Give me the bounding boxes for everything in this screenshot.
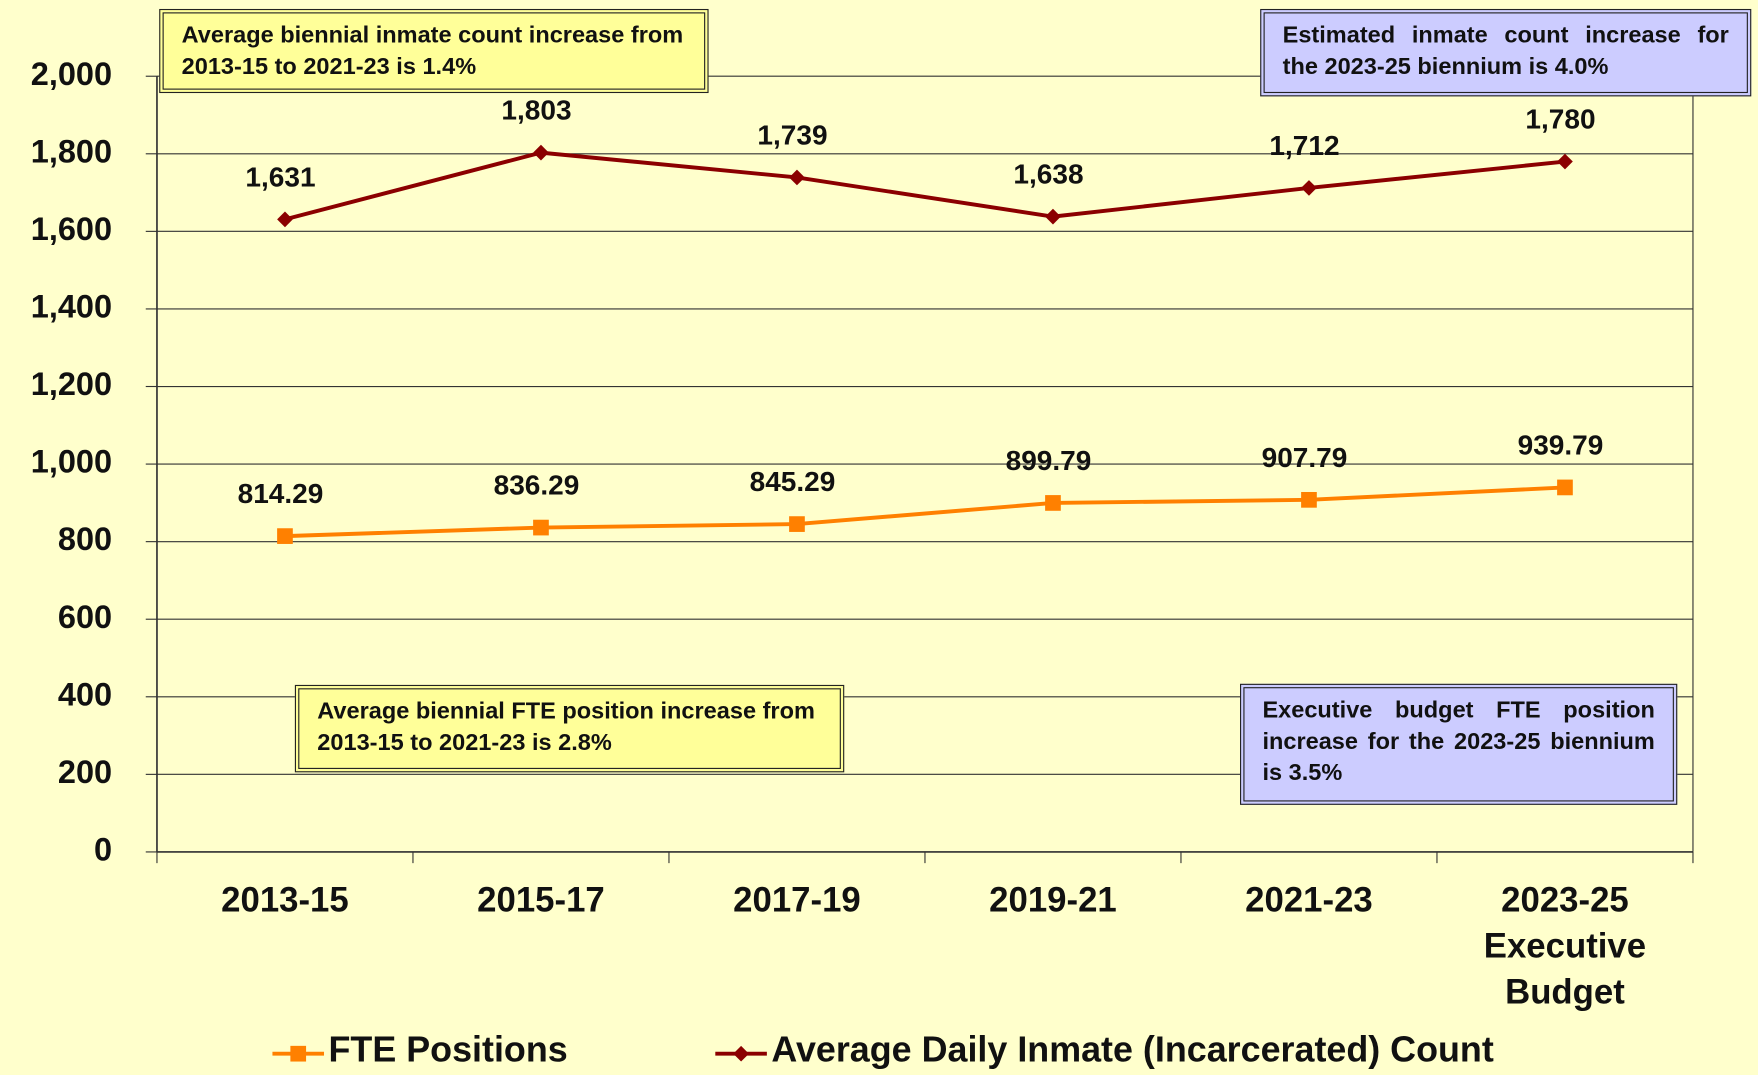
marker — [533, 519, 549, 536]
x-tick-label: 2013-15 — [221, 879, 349, 920]
y-tick-label: 400 — [58, 676, 112, 712]
x-tick-label: 2023-25 Executive Budget — [1483, 879, 1647, 1012]
marker — [789, 169, 805, 186]
data-label: 836.29 — [494, 470, 580, 501]
y-tick-label: 1,800 — [31, 133, 112, 169]
data-label: 907.79 — [1262, 442, 1348, 473]
annotation: Average biennial FTE position increase f… — [294, 684, 845, 773]
marker — [1557, 153, 1573, 170]
x-tick-label: 2019-21 — [989, 879, 1117, 920]
data-label: 1,803 — [501, 95, 571, 126]
marker — [789, 516, 805, 532]
data-label: 1,780 — [1525, 104, 1595, 135]
y-tick-label: 200 — [58, 754, 112, 790]
y-tick-label: 1,400 — [31, 289, 112, 325]
y-tick-label: 800 — [58, 521, 112, 557]
annotation: Estimated inmate count increase for the … — [1260, 8, 1752, 97]
y-tick-label: 1,600 — [31, 211, 112, 247]
data-label: 814.29 — [238, 478, 324, 509]
legend-label: FTE Positions — [328, 1029, 568, 1070]
data-label: 1,739 — [757, 120, 827, 151]
legend-marker — [733, 1045, 749, 1062]
data-label: 1,631 — [245, 161, 315, 192]
marker — [1301, 180, 1317, 196]
data-label: 1,638 — [1013, 159, 1083, 190]
series-line — [284, 150, 1566, 222]
marker — [533, 144, 549, 161]
data-label: 845.29 — [750, 466, 836, 497]
legend-label: Average Daily Inmate (Incarcerated) Coun… — [771, 1029, 1494, 1070]
annotation: Executive budget FTE position increase f… — [1240, 683, 1678, 805]
marker — [277, 528, 293, 544]
data-label: 899.79 — [1006, 445, 1092, 476]
marker — [1557, 479, 1573, 496]
marker — [1301, 491, 1317, 508]
x-tick-label: 2021-23 — [1245, 879, 1373, 920]
y-tick-label: 1,000 — [31, 444, 112, 480]
marker — [1045, 208, 1061, 225]
marker — [277, 211, 293, 228]
y-tick-label: 2,000 — [31, 56, 112, 92]
y-tick-label: 0 — [94, 832, 112, 868]
series-line — [284, 485, 1566, 539]
annotation: Average biennial inmate count increase f… — [159, 8, 709, 94]
legend-marker — [290, 1045, 307, 1062]
y-tick-label: 1,200 — [31, 366, 112, 402]
data-label: 939.79 — [1518, 429, 1604, 460]
x-tick-label: 2017-19 — [733, 879, 861, 920]
x-tick-label: 2015-17 — [477, 879, 605, 920]
marker — [1045, 495, 1061, 511]
y-tick-label: 600 — [58, 599, 112, 635]
data-label: 1,712 — [1269, 130, 1339, 161]
